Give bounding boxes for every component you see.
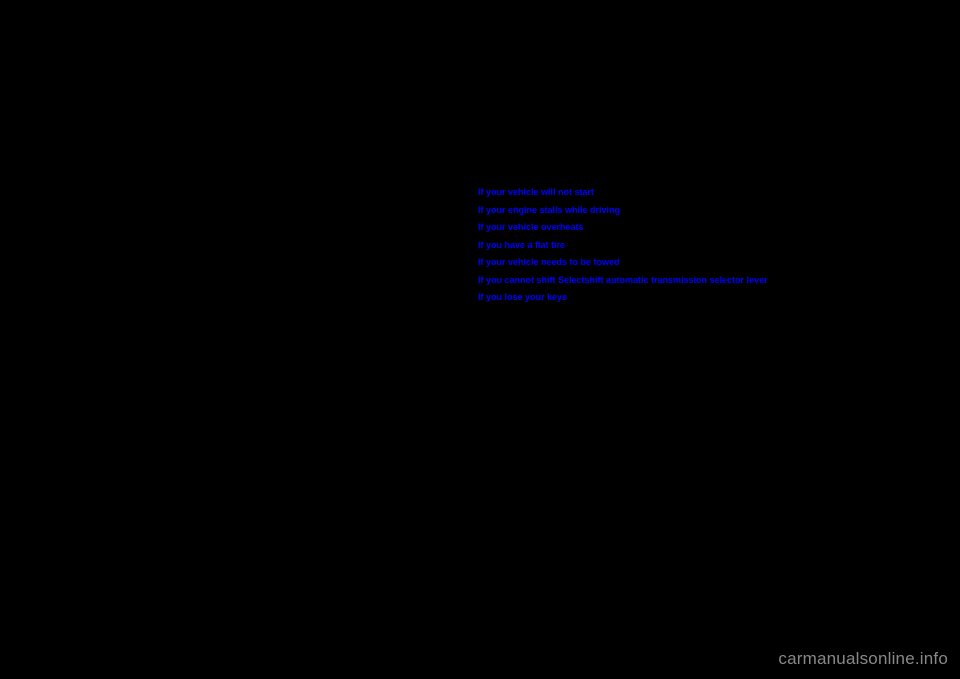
- link-item[interactable]: If you lose your keys: [478, 291, 768, 305]
- link-item[interactable]: If your vehicle overheats: [478, 221, 768, 235]
- links-list: If your vehicle will not start If your e…: [478, 186, 768, 305]
- link-item[interactable]: If your vehicle will not start: [478, 186, 768, 200]
- link-item[interactable]: If your engine stalls while driving: [478, 204, 768, 218]
- link-item[interactable]: If your vehicle needs to be towed: [478, 256, 768, 270]
- link-item[interactable]: If you have a flat tire: [478, 239, 768, 253]
- watermark-text: carmanualsonline.info: [778, 649, 948, 669]
- link-item[interactable]: If you cannot shift Selectshift automati…: [478, 274, 768, 288]
